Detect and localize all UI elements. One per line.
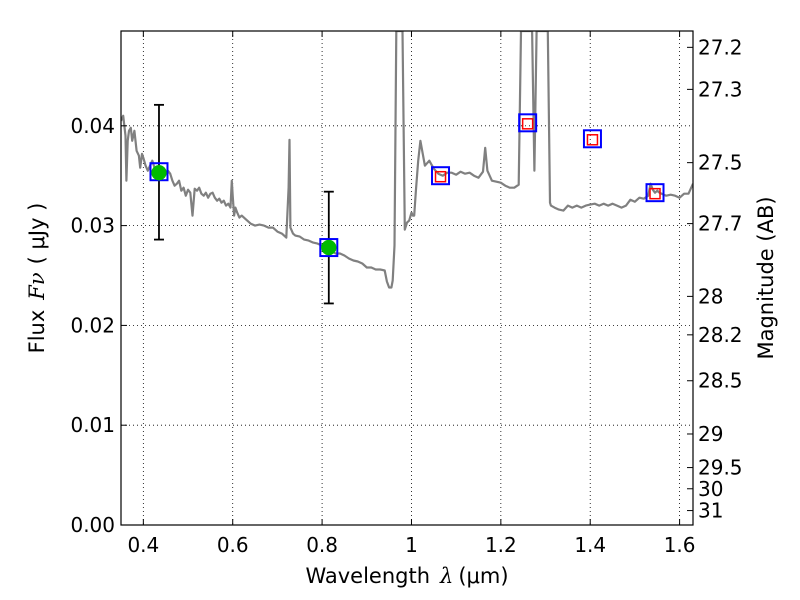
y2-axis-label: Magnitude (AB) [754, 196, 778, 359]
model-band-marker [431, 166, 451, 186]
y2-tick-label: 30 [698, 477, 723, 501]
y-axis-label-prefix: Flux [25, 310, 49, 354]
y-tick-label: 0.01 [70, 413, 115, 437]
y2-tick-label: 28.5 [698, 369, 743, 393]
x-tick-label: 0.4 [127, 533, 159, 557]
x-tick-label: 1.2 [485, 533, 517, 557]
plot-area [121, 31, 693, 525]
plot-frame [120, 30, 694, 526]
y2-tick-label: 29.5 [698, 456, 743, 480]
x-axis-label-symbol: λ [439, 564, 453, 588]
x-axis-label-units: (μm) [458, 564, 508, 588]
y-tick-label: 0.03 [70, 214, 115, 238]
x-tick-label: 1 [405, 533, 418, 557]
y2-tick-label: 27.5 [698, 151, 743, 175]
model-band-marker [319, 238, 339, 258]
x-axis-label-prefix: Wavelength [305, 564, 430, 588]
y2-tick-label: 27.2 [698, 35, 743, 59]
observed-point [151, 164, 167, 181]
x-tick-label: 1.6 [664, 533, 696, 557]
y-tick-label: 0.02 [70, 313, 115, 337]
ticks: 0.4 0.6 0.8 1 1.2 1.4 1.6 0.00 0.01 0.02 0.03 0.04 2… [70, 31, 743, 557]
y2-tick-label: 28 [698, 284, 723, 308]
model-band-marker [645, 183, 665, 203]
predicted-marker [521, 118, 534, 130]
spectrum-line [121, 31, 693, 289]
y-axis-label-units: ( μJy ) [25, 203, 49, 265]
y2-tick-label: 27.7 [698, 212, 743, 236]
x-tick-label: 0.8 [306, 533, 338, 557]
predicted-marker [649, 187, 661, 200]
observed-point [321, 239, 337, 256]
predicted-marker [586, 134, 599, 146]
y2-tick-label: 31 [698, 499, 723, 523]
y-axis-label-symbol: Fν [25, 272, 49, 301]
x-tick-label: 0.6 [217, 533, 249, 557]
y-tick-label: 0.04 [70, 114, 115, 138]
y-tick-label: 0.00 [70, 513, 115, 537]
y2-tick-label: 29 [698, 422, 723, 446]
model-band-marker [518, 113, 538, 133]
y-axis-label: Flux Fν ( μJy ) [25, 203, 49, 354]
data-layer [121, 31, 693, 305]
x-tick-label: 1.4 [574, 533, 606, 557]
x-axis-label: Wavelength λ (μm) [305, 564, 508, 588]
y2-tick-label: 28.2 [698, 323, 743, 347]
model-band-marker [582, 129, 602, 149]
predicted-marker [434, 170, 447, 183]
y2-tick-label: 27.3 [698, 77, 743, 101]
